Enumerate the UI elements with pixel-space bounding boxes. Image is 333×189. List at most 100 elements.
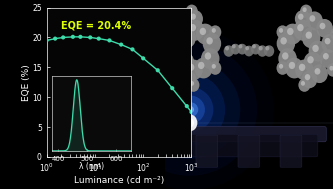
Circle shape [301,81,305,86]
Circle shape [315,68,320,75]
Circle shape [312,45,319,52]
Circle shape [165,19,181,38]
Circle shape [187,10,203,28]
Circle shape [283,24,302,44]
Point [70,35,76,38]
Circle shape [201,48,219,69]
Circle shape [316,19,333,38]
Circle shape [158,30,162,35]
Circle shape [178,15,184,22]
Circle shape [299,64,305,71]
Circle shape [187,78,199,92]
Circle shape [309,15,315,22]
Circle shape [176,52,194,73]
Circle shape [182,114,197,131]
Circle shape [305,74,310,80]
Circle shape [175,12,191,30]
Point [61,36,66,39]
Circle shape [309,41,327,61]
Circle shape [257,45,267,57]
Circle shape [284,24,302,44]
Point [184,105,189,108]
Circle shape [212,28,216,33]
Circle shape [177,28,196,48]
Circle shape [302,27,320,48]
Circle shape [184,60,202,80]
Circle shape [311,64,328,83]
Circle shape [306,11,323,30]
Circle shape [306,12,323,30]
Circle shape [277,33,295,54]
Circle shape [231,44,240,55]
Circle shape [251,44,260,55]
Circle shape [174,45,181,52]
Circle shape [287,28,294,35]
Circle shape [170,64,186,83]
Circle shape [327,63,333,77]
FancyBboxPatch shape [171,127,326,142]
Circle shape [302,28,320,48]
Circle shape [323,53,329,60]
Circle shape [265,46,269,50]
Circle shape [293,20,312,41]
Circle shape [187,78,199,92]
Point [88,36,93,39]
Circle shape [297,24,304,31]
Circle shape [295,60,314,80]
Circle shape [190,81,194,86]
Point [107,39,112,42]
Circle shape [203,33,221,54]
Circle shape [302,70,317,88]
Circle shape [190,14,196,20]
Circle shape [285,58,304,78]
Circle shape [276,61,289,75]
Point [53,37,58,40]
Circle shape [278,48,297,69]
Circle shape [161,66,166,71]
Circle shape [282,52,288,60]
Circle shape [295,10,311,28]
Circle shape [295,60,313,80]
Point [155,69,161,72]
Circle shape [198,62,204,69]
Point [96,37,101,40]
Circle shape [160,34,176,53]
Y-axis label: EQE (%): EQE (%) [22,64,31,101]
Circle shape [300,5,312,18]
Circle shape [209,61,221,75]
Circle shape [309,41,327,61]
Point [119,43,124,46]
Circle shape [206,37,213,44]
Circle shape [232,44,236,48]
Point [44,39,49,42]
Circle shape [329,66,333,71]
Circle shape [278,48,297,69]
Circle shape [188,121,192,125]
FancyBboxPatch shape [238,135,260,167]
Ellipse shape [188,108,192,112]
Circle shape [321,34,333,53]
Ellipse shape [185,106,194,113]
Circle shape [201,48,219,69]
Circle shape [209,25,221,39]
Circle shape [209,61,221,75]
Circle shape [306,32,312,39]
Circle shape [162,49,178,68]
FancyBboxPatch shape [280,135,302,167]
Point [189,111,194,114]
Circle shape [321,34,333,53]
FancyBboxPatch shape [196,135,218,167]
Circle shape [330,27,333,41]
Circle shape [180,70,196,88]
Circle shape [294,20,312,40]
Ellipse shape [181,102,198,117]
Circle shape [302,7,307,12]
Circle shape [176,52,194,73]
Circle shape [162,49,178,68]
Circle shape [163,38,169,44]
Circle shape [285,58,303,78]
Point [169,87,175,90]
Circle shape [300,5,312,18]
Ellipse shape [139,60,240,159]
Ellipse shape [155,74,225,146]
